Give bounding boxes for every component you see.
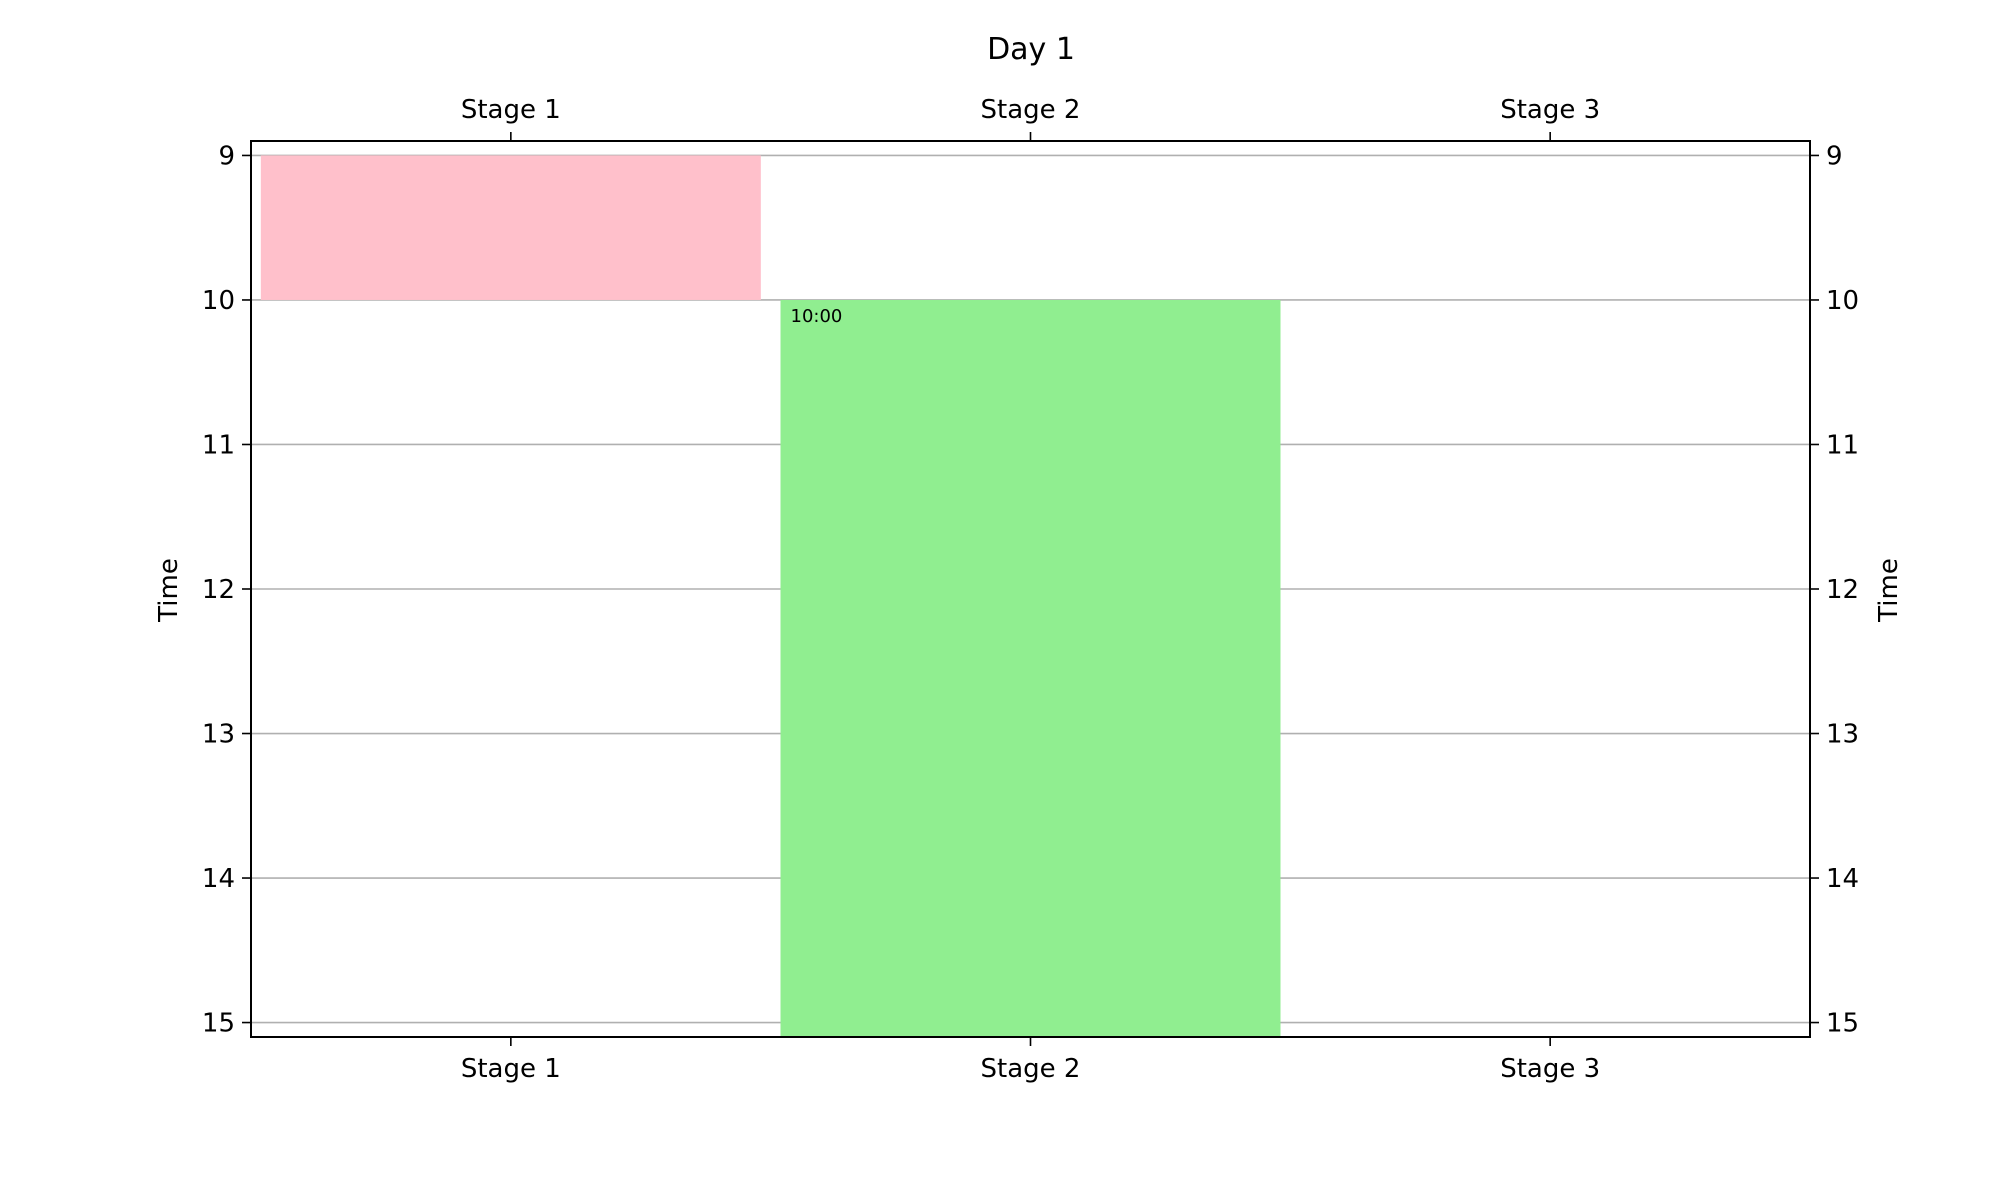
x-tick-label-top: Stage 3 — [1500, 95, 1600, 125]
y-axis-label-left: Time — [154, 558, 184, 623]
y-tick-label-left: 9 — [218, 141, 235, 171]
y-tick-label-right: 10 — [1826, 286, 1859, 316]
y-tick-label-left: 11 — [202, 430, 235, 460]
y-tick-label-left: 12 — [202, 575, 235, 605]
event-bar-stage-2 — [780, 299, 1281, 1037]
axes: 9 9 10 10 11 11 12 12 13 13 14 14 15 15 Stage 1 Stage 1… — [202, 95, 1859, 1084]
y-tick-label-right: 9 — [1826, 141, 1843, 171]
x-tick-label-bottom: Stage 3 — [1500, 1054, 1600, 1084]
event-bars: 10:00 — [260, 155, 1281, 1037]
y-tick-label-right: 15 — [1826, 1009, 1859, 1039]
chart-title: Day 1 — [987, 32, 1075, 67]
y-tick-label-left: 14 — [202, 864, 235, 894]
y-tick-label-right: 14 — [1826, 864, 1859, 894]
x-tick-label-bottom: Stage 1 — [461, 1054, 561, 1084]
plot-frame — [250, 140, 1811, 1038]
x-tick-label-bottom: Stage 2 — [981, 1054, 1081, 1084]
y-tick-label-left: 15 — [202, 1009, 235, 1039]
event-time-label: 10:00 — [791, 306, 843, 327]
event-bar-stage-1 — [260, 155, 761, 300]
y-tick-label-right: 12 — [1826, 575, 1859, 605]
y-axis-label-right: Time — [1874, 558, 1904, 623]
x-tick-label-top: Stage 2 — [981, 95, 1081, 125]
y-tick-label-left: 10 — [202, 286, 235, 316]
x-tick-label-top: Stage 1 — [461, 95, 561, 125]
y-tick-label-left: 13 — [202, 720, 235, 750]
y-tick-label-right: 13 — [1826, 720, 1859, 750]
y-tick-label-right: 11 — [1826, 430, 1859, 460]
